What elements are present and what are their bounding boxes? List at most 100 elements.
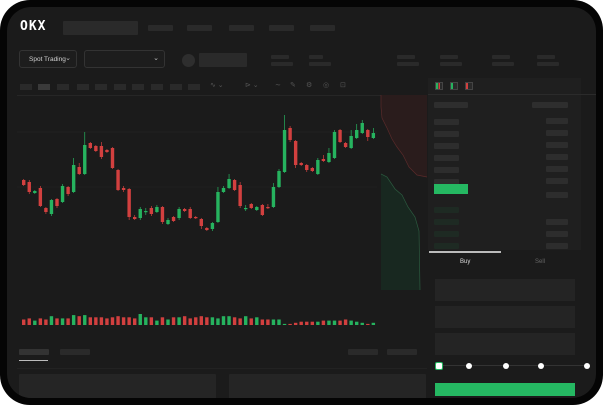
candle-body — [293, 141, 298, 165]
candle-body — [199, 219, 203, 226]
depth-bids-line — [380, 173, 421, 291]
candle-body — [216, 192, 220, 222]
timeframe-button[interactable] — [151, 84, 163, 90]
amount-input[interactable] — [435, 306, 575, 328]
bid-amount — [546, 231, 568, 237]
volume-bar — [27, 318, 31, 325]
candle-body — [160, 207, 165, 222]
volume-bar — [371, 322, 376, 325]
volume-bar — [293, 322, 298, 325]
candle-body — [105, 150, 109, 152]
tab-open-orders[interactable] — [19, 349, 49, 355]
divider — [428, 94, 596, 95]
pencil-icon[interactable]: ✎ — [290, 82, 296, 89]
slider-step-25[interactable] — [466, 363, 472, 369]
candle-body — [121, 188, 126, 190]
pair-dropdown[interactable]: ⌄ — [84, 50, 165, 68]
volume-bar — [110, 317, 115, 325]
volume-bar — [177, 317, 181, 325]
ask-amount — [546, 130, 568, 136]
candle-body — [299, 163, 303, 165]
timeframe-button[interactable] — [57, 84, 69, 90]
ask-price — [434, 179, 459, 185]
nav-item[interactable] — [187, 25, 212, 31]
ask-price — [434, 167, 459, 173]
timeframe-button[interactable] — [20, 84, 32, 90]
candle-body — [194, 217, 198, 219]
bid-price — [434, 207, 459, 213]
book-view-bids-icon[interactable] — [450, 82, 458, 90]
fullscreen-icon[interactable]: ⊡ — [340, 82, 346, 89]
candle-body — [110, 148, 115, 168]
search-bar[interactable] — [63, 21, 138, 35]
volume-bar — [271, 319, 276, 325]
candle-body — [310, 168, 314, 171]
candle-body — [238, 185, 242, 206]
volume-bar — [160, 317, 165, 325]
candle-body — [260, 205, 265, 215]
volume-bar — [105, 318, 109, 325]
volume-bar — [338, 320, 342, 325]
volume-bar — [305, 321, 309, 325]
timeframe-button[interactable] — [95, 84, 107, 90]
market-type-dropdown[interactable]: Spot Trading ⌄ — [19, 50, 77, 68]
candle-body — [332, 132, 337, 158]
nav-item[interactable] — [310, 25, 335, 31]
slider-step-100[interactable] — [584, 363, 590, 369]
slider-track[interactable] — [439, 365, 589, 366]
timeframe-button[interactable] — [132, 84, 144, 90]
timeframe-button[interactable] — [188, 84, 200, 90]
candle-body — [99, 146, 104, 157]
nav-item[interactable] — [148, 25, 173, 31]
slider-step-75[interactable] — [538, 363, 544, 369]
tab-order-history[interactable] — [60, 349, 90, 355]
volume-bar — [282, 323, 287, 325]
volume-bar — [288, 323, 292, 325]
volume-bar — [221, 316, 226, 325]
filter-button[interactable] — [387, 349, 417, 355]
indicator-icon[interactable]: ⊳ ⌄ — [245, 82, 259, 89]
ask-amount — [546, 192, 568, 198]
slider-step-50[interactable] — [503, 363, 509, 369]
coin-icon — [182, 54, 195, 67]
volume-bar — [366, 323, 370, 325]
volume-bar — [127, 317, 131, 325]
draw-line-icon[interactable]: ∼ — [275, 82, 281, 89]
slider-handle[interactable] — [435, 362, 443, 370]
candlestick-chart[interactable] — [7, 7, 596, 398]
depth-asks-area — [381, 95, 427, 177]
filter-button[interactable] — [348, 349, 378, 355]
candle-body — [116, 170, 120, 190]
candle-body — [282, 130, 287, 172]
camera-icon[interactable]: ◎ — [323, 82, 330, 89]
settings-icon[interactable]: ⚙ — [306, 82, 313, 89]
book-view-both-icon[interactable] — [435, 82, 443, 90]
ask-price — [434, 131, 459, 137]
bid-price — [434, 219, 459, 225]
timeframe-button[interactable] — [170, 84, 182, 90]
stat-value — [309, 62, 331, 66]
candle-body — [327, 153, 331, 162]
buy-submit-button[interactable] — [435, 383, 575, 396]
candle-body — [27, 182, 31, 192]
volume-bar — [255, 317, 259, 325]
nav-item[interactable] — [269, 25, 294, 31]
volume-bar — [133, 318, 137, 325]
timeframe-button-active[interactable] — [38, 84, 50, 90]
price-input[interactable] — [435, 279, 575, 301]
nav-item[interactable] — [229, 25, 254, 31]
buy-tab[interactable]: Buy — [460, 259, 471, 265]
volume-bar — [71, 315, 76, 325]
candle-body — [316, 160, 320, 174]
total-input[interactable] — [435, 333, 575, 355]
depth-bids-area — [381, 174, 420, 290]
sell-tab[interactable]: Sell — [535, 259, 546, 265]
book-view-asks-icon[interactable] — [465, 82, 473, 90]
okx-logo: OKX — [20, 19, 47, 34]
volume-bar — [22, 319, 26, 325]
chart-type-icon[interactable]: ∿ ⌄ — [210, 82, 224, 89]
timeframe-button[interactable] — [114, 84, 126, 90]
timeframe-button[interactable] — [77, 84, 89, 90]
candle-body — [255, 207, 259, 210]
candle-body — [22, 180, 26, 185]
